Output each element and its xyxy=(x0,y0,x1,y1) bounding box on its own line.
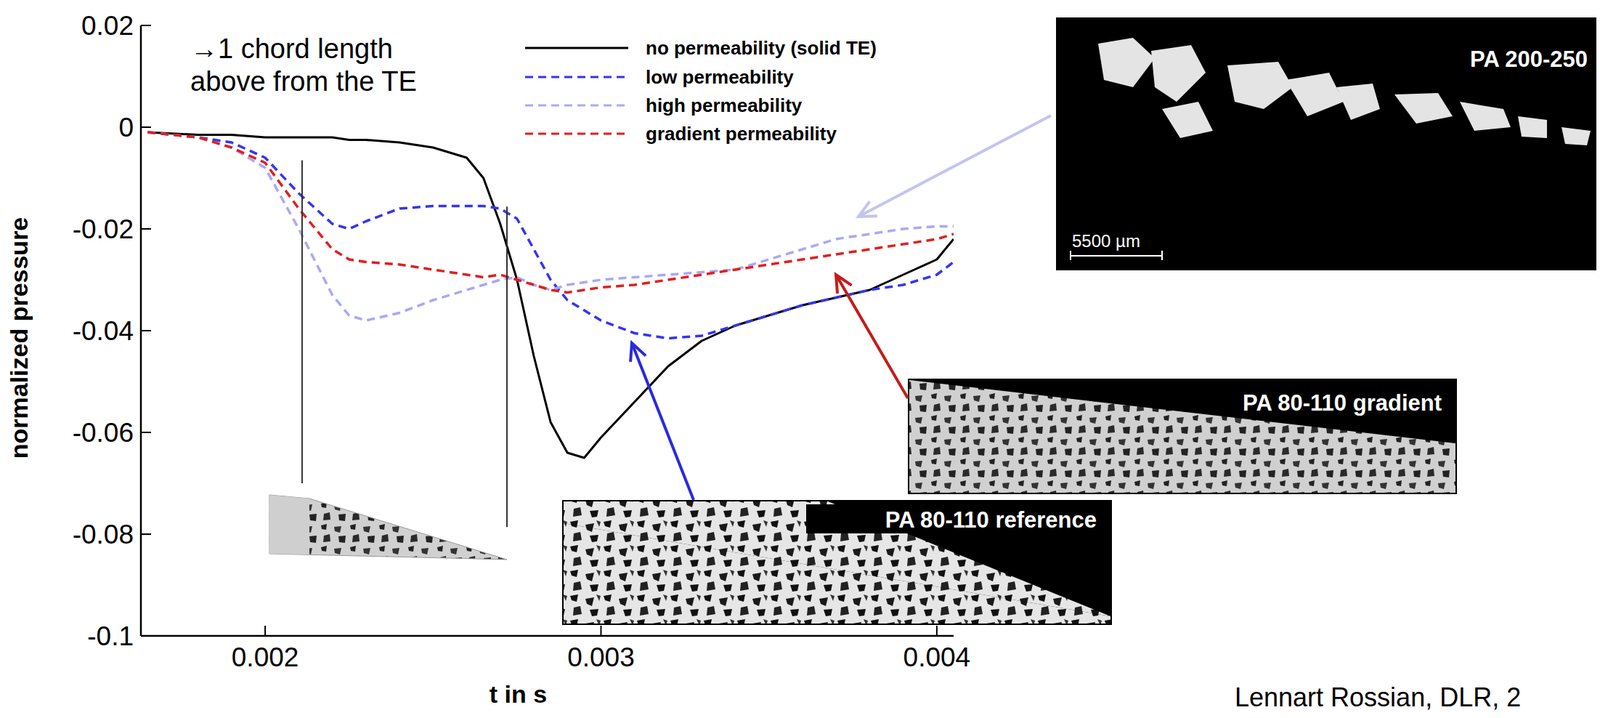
legend-line xyxy=(525,104,629,107)
micrograph xyxy=(562,499,1112,625)
scale-bar xyxy=(1070,254,1163,257)
pore-structure xyxy=(1227,61,1293,109)
x-tick xyxy=(936,625,938,636)
marker-line xyxy=(301,160,303,484)
annotation: above from the TE xyxy=(190,66,417,97)
y-axis-title: normalized pressure xyxy=(5,217,33,460)
pore-structure xyxy=(563,501,1111,616)
micrograph xyxy=(1056,17,1597,271)
arrow-head xyxy=(630,342,646,362)
pore-structure xyxy=(1517,116,1547,138)
y-tick-label: -0.04 xyxy=(72,315,134,346)
scale-bar-end xyxy=(1161,250,1163,261)
annotation: →1 chord length xyxy=(190,33,393,64)
arrow-head xyxy=(835,274,852,294)
te-solid-part xyxy=(269,494,310,555)
y-tick-label: -0.08 xyxy=(72,519,134,550)
series-line xyxy=(147,132,954,293)
micrograph xyxy=(907,378,1457,494)
x-tick-label: 0.003 xyxy=(567,642,635,672)
series-line xyxy=(147,132,954,458)
x-tick xyxy=(599,625,602,636)
y-tick-label: 0.02 xyxy=(81,10,134,41)
arrow xyxy=(631,342,694,500)
marker-line xyxy=(506,206,508,527)
y-tick-label: -0.02 xyxy=(72,214,134,245)
x-tick xyxy=(264,625,266,636)
image-label: PA 80-110 reference xyxy=(885,506,1097,533)
y-tick-label: -0.1 xyxy=(87,620,134,651)
y-tick xyxy=(140,329,152,332)
pore-structure xyxy=(1459,101,1511,131)
pore-structure xyxy=(1151,45,1206,102)
pore-structure xyxy=(1561,127,1591,146)
y-tick-label: 0 xyxy=(118,112,134,143)
x-tick-label: 0.004 xyxy=(903,642,972,672)
label-ground xyxy=(806,504,1106,534)
y-tick xyxy=(140,431,152,433)
credit: Lennart Rossian, DLR, 2 xyxy=(1234,681,1521,712)
plot-area xyxy=(147,132,954,527)
image-label: PA 200-250 xyxy=(1469,46,1588,72)
x-axis xyxy=(140,634,954,637)
scale-bar-label: 5500 µm xyxy=(1071,230,1141,251)
x-axis-title: t in s xyxy=(489,679,547,708)
legend-label: high permeability xyxy=(645,94,803,117)
pore-structure xyxy=(1162,101,1213,138)
arrow-head xyxy=(858,201,878,217)
pore-structure xyxy=(1394,92,1453,124)
te-sketch xyxy=(269,494,507,560)
pore-structure xyxy=(1098,37,1155,88)
pore-structure xyxy=(1285,72,1344,117)
legend-line xyxy=(525,76,629,79)
y-tick xyxy=(140,228,152,230)
y-tick xyxy=(140,126,152,128)
x-tick-label: 0.002 xyxy=(231,642,300,672)
legend-label: no permeability (solid TE) xyxy=(645,37,877,59)
series-line xyxy=(147,132,954,321)
legend-line xyxy=(525,47,629,50)
chart: -0.1 -0.08 -0.06 -0.04 -0.02 0 0.02 0.002 0.003 0… xyxy=(0,0,1600,718)
legend-label: gradient permeability xyxy=(645,122,837,145)
legend-line xyxy=(525,132,629,136)
scale-bar-end xyxy=(1069,250,1072,261)
y-tick xyxy=(140,634,152,637)
series-line xyxy=(147,132,954,339)
pore-structure xyxy=(909,379,1456,493)
y-tick xyxy=(140,533,152,535)
arrow xyxy=(835,274,908,399)
y-tick-label: -0.06 xyxy=(72,417,134,448)
image-label: PA 80-110 gradient xyxy=(1242,390,1442,416)
legend-label: low permeability xyxy=(645,66,794,88)
y-tick xyxy=(140,24,152,27)
arrow xyxy=(858,115,1051,217)
pore-structure xyxy=(1336,83,1380,120)
